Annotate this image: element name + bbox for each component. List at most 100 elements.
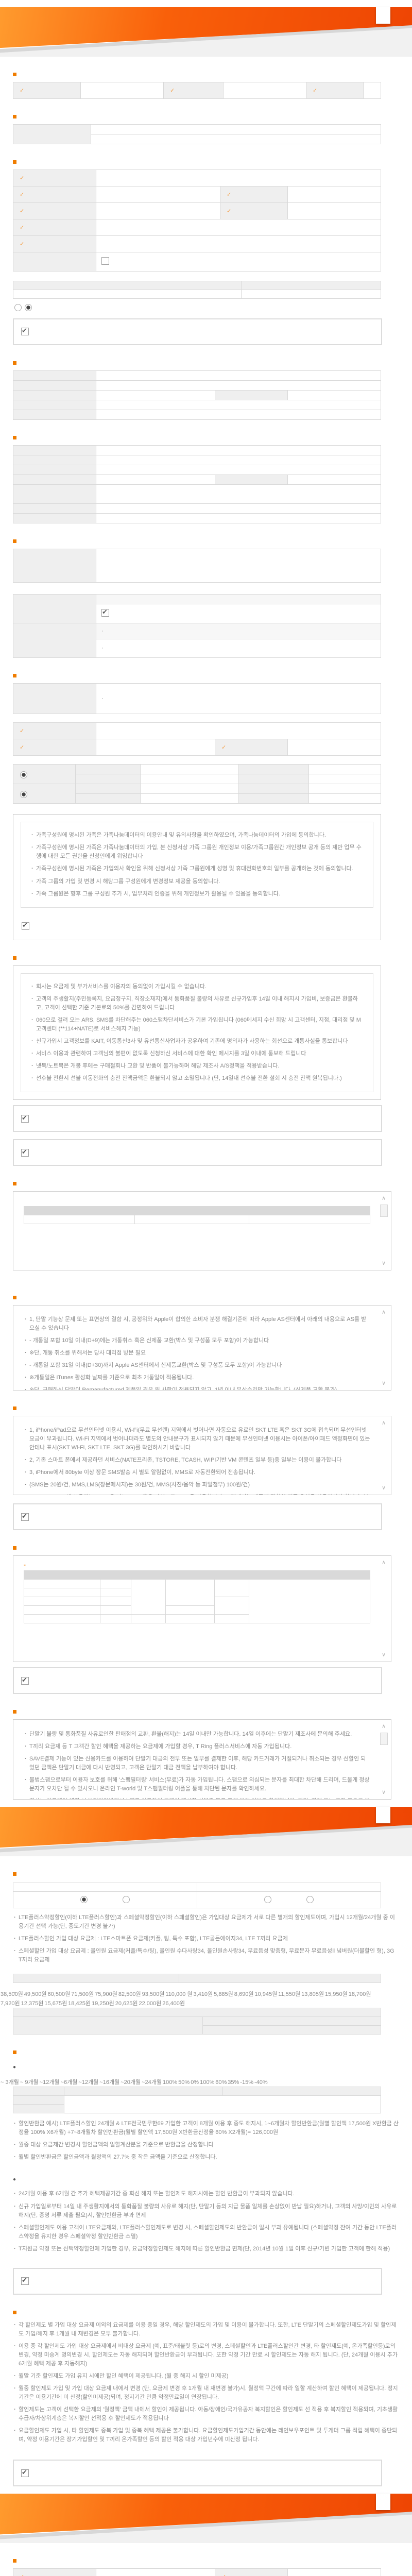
required-check-icon: ✓	[20, 241, 25, 247]
refund-bullet: 할인반환금 예시) LTE플러스할인 24개월 & LTE전국민무한69 가입한…	[13, 2120, 399, 2137]
iphone-note-bullet: 3, iPhone에서 80byte 이상 장문 SMS발송 시 별도 알림없이…	[24, 1468, 370, 1477]
scroll-down-icon[interactable]: ∨	[381, 1380, 386, 1387]
radio-special-12[interactable]	[306, 1896, 314, 1904]
discount-bullet: 스페셜할인 가입 대상 요금제 : 올인원 요금제(커플/특수/팅), 올인원 …	[13, 1947, 399, 1964]
refund-th-24	[222, 2087, 381, 2096]
bullet-square-icon	[13, 73, 16, 76]
scrollbar[interactable]: ∧ ∨	[380, 1194, 388, 1267]
scroll-up-icon[interactable]: ∧	[381, 1723, 386, 1730]
close-button[interactable]	[376, 2494, 390, 2511]
partner-checkbox[interactable]	[21, 1676, 29, 1685]
section-customer-class	[13, 112, 399, 120]
iphone-checkbox[interactable]	[21, 1512, 29, 1521]
name-label: ✓	[13, 186, 96, 203]
usage-bullet: 불법스팸으로부터 이용자 보호를 위해 '스팸필터링' 서비스(무료)가 자동 …	[24, 1776, 370, 1793]
section-change-request	[13, 433, 399, 441]
radio-special-24[interactable]	[264, 1896, 271, 1904]
special-group-label	[13, 1974, 179, 1984]
refund-checkbox[interactable]	[21, 2276, 29, 2285]
caution-bullet: 월중 할인제도 가입 및 가입 대상 요금제 내에서 변경 (단, 요금제 변경…	[13, 2384, 399, 2402]
ps-lim1	[214, 1579, 249, 1598]
bullet-square-icon	[13, 1710, 16, 1714]
tworld-label	[13, 622, 96, 658]
section-plan-service	[13, 359, 399, 366]
close-button[interactable]	[376, 1807, 390, 1824]
scroll-up-icon[interactable]: ∧	[381, 1309, 386, 1316]
class-value	[91, 124, 381, 134]
section-additional-request	[13, 537, 399, 545]
radio-device-subsidy[interactable]	[25, 304, 32, 311]
bullet-square-icon	[13, 435, 16, 439]
delegation-checkbox[interactable]	[22, 921, 29, 930]
privacy-table	[23, 1206, 371, 1225]
shinhan-checkbox[interactable]	[101, 257, 109, 265]
section-customer-info	[13, 158, 399, 165]
refund-exempt-bullets: 24개월 이용 후 6개월 간 추가 혜택제공기간 중 회선 해지 또는 할인제…	[13, 2190, 399, 2253]
bullet-square-icon	[13, 1406, 16, 1411]
close-button[interactable]	[376, 7, 390, 24]
iphone-note-bullet: 2, 기존 스마트 폰에서 제공하던 서비스(NATE프리존, TSTORE, …	[24, 1456, 370, 1465]
scrollbar[interactable]: ∧ ∨	[380, 1558, 388, 1659]
pact-agree-label	[13, 594, 96, 623]
tkkiri-row-label	[13, 2008, 381, 2018]
tkkiri-24-cell: 20,625원	[115, 2001, 138, 2007]
scroll-down-icon[interactable]: ∨	[381, 1260, 386, 1267]
radio-lteplus-24[interactable]	[80, 1896, 88, 1904]
usage-bullet: 단말기 불량 및 통화품질 사유로인한 판매점의 교환, 환불(해지)는 14일…	[24, 1730, 370, 1739]
iphone-agree-box	[13, 1503, 382, 1531]
iphone-note-scrollbox: 1, iPhone/iPad으로 무선인터넷 이용시, Wi-Fi(무료 무선랜…	[13, 1416, 391, 1496]
agree-date	[134, 329, 368, 335]
address-label: ✓	[13, 235, 96, 252]
radio-lteplus-12[interactable]	[123, 1896, 130, 1904]
scroll-up-icon[interactable]: ∧	[381, 1560, 386, 1566]
plan-table	[13, 370, 381, 420]
bullet-square-icon	[13, 1546, 16, 1550]
change-item-value	[96, 445, 381, 455]
refund-exempt-bullet: 24개월 이용 후 6개월 간 추가 혜택제공기간 중 회선 해지 또는 할인제…	[13, 2190, 399, 2198]
section-order-info	[13, 70, 399, 78]
delegation-bullets: 가족구성원에 명시된 가족은 가족나눔데이터의 이용안내 및 유의사항을 확인하…	[30, 831, 364, 898]
agree-date	[134, 1149, 368, 1156]
pact-checkbox[interactable]	[101, 608, 109, 617]
join-guide-bullet: 회사는 요금제 및 부가서비스를 이용자의 동의없이 가입시킬 수 없습니다.	[30, 982, 364, 991]
tkkiri-monthly-cell: 49,500원	[24, 1991, 47, 1998]
radio-fee-discount[interactable]	[14, 304, 22, 311]
ps-dev1	[165, 1579, 215, 1606]
scroll-down-icon[interactable]: ∨	[381, 1652, 386, 1658]
scroll-up-icon[interactable]: ∧	[381, 1195, 386, 1202]
caution-checkbox[interactable]	[21, 2468, 29, 2477]
agree-signature	[368, 1511, 374, 1523]
bullet-square-icon	[13, 1182, 16, 1186]
tkkiri-table	[13, 2008, 382, 2035]
iphone-as-bullets: 1, 단말 기능상 문제 또는 표면상의 결함 시, 공정위와 Apple이 합…	[24, 1315, 370, 1390]
pact-agree-row	[96, 603, 381, 623]
family1-join-radio[interactable]	[20, 771, 27, 779]
required-check-icon: ✓	[170, 88, 175, 94]
required-check-icon: ✓	[20, 175, 25, 181]
scroll-down-icon[interactable]: ∨	[381, 1789, 386, 1796]
contact-label: ✓	[13, 202, 96, 219]
birth-value	[287, 186, 381, 203]
tkkiri-24-cell: 26,400원	[162, 2001, 185, 2007]
scrollbar[interactable]: ∧ ∨	[380, 1308, 388, 1387]
scroll-thumb[interactable]	[380, 1733, 388, 1745]
section-refund	[13, 2048, 399, 2056]
addon-data-value	[287, 389, 381, 400]
scroll-up-icon[interactable]: ∧	[381, 1420, 386, 1427]
caution-agree-box	[13, 2460, 382, 2487]
fraud-checkbox[interactable]	[21, 1148, 29, 1157]
ps-row-name	[24, 1597, 100, 1606]
refund-bullet: 월중 대상 요금제간 변경시 할인금액의 일할계산분을 기준으로 반환금을 산정…	[13, 2141, 399, 2149]
order-mall-id-value	[223, 82, 306, 99]
scrollbar[interactable]: ∧ ∨	[380, 1722, 388, 1797]
scroll-down-icon[interactable]: ∨	[381, 1485, 386, 1492]
scrollbar[interactable]: ∧ ∨	[380, 1419, 388, 1492]
join-guide-checkbox[interactable]	[21, 1114, 29, 1123]
factory-price-value	[96, 474, 215, 485]
agree-checkbox[interactable]	[21, 327, 29, 336]
change-table	[13, 445, 381, 523]
family2-join-radio[interactable]	[20, 791, 27, 799]
scroll-thumb[interactable]	[380, 1205, 388, 1217]
purchase-table: ✓ ✓ ✓ ✓ ✓	[13, 2568, 381, 2576]
partner-agree-box	[13, 1667, 382, 1694]
